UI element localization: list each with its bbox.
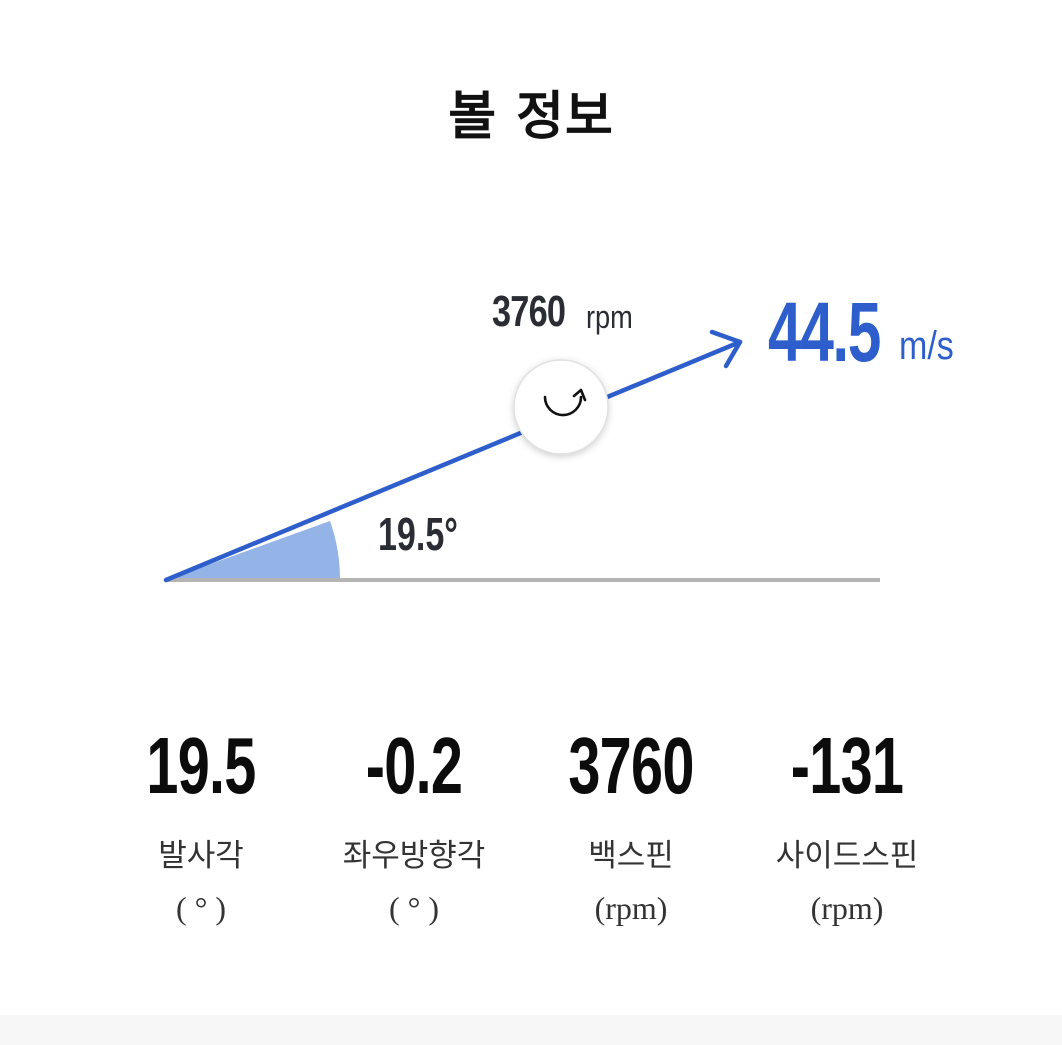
spin-readout: 3760 rpm xyxy=(492,287,633,337)
launch-angle-label: 19.5° xyxy=(378,508,458,560)
launch-angle-wedge xyxy=(166,521,341,580)
trajectory-arrowhead xyxy=(709,329,743,369)
stat-launch-angle: 19.5 발사각 ( ° ) xyxy=(101,718,301,928)
stat-value: 3760 xyxy=(568,721,694,810)
stat-unit: (rpm) xyxy=(810,890,884,926)
page-title: 볼 정보 xyxy=(448,87,614,147)
stat-label: 사이드스핀 xyxy=(775,838,919,874)
rotate-clockwise-icon xyxy=(543,388,587,417)
stat-value: -0.2 xyxy=(365,721,463,810)
spin-value: 3760 xyxy=(492,287,566,336)
stat-unit: (rpm) xyxy=(594,890,668,926)
stat-unit: ( ° ) xyxy=(388,890,440,926)
stat-unit: ( ° ) xyxy=(175,890,227,926)
stat-label: 백스핀 xyxy=(588,838,674,874)
spin-indicator xyxy=(513,359,609,455)
ball-speed-value: 44.5 xyxy=(768,285,881,379)
ball-speed-readout: 44.5 m/s xyxy=(768,284,954,381)
stat-label: 좌우방향각 xyxy=(342,838,486,874)
ball-speed-unit: m/s xyxy=(899,324,954,368)
bottom-strip xyxy=(0,1015,1062,1045)
launch-diagram xyxy=(163,329,880,583)
stat-horizontal-angle: -0.2 좌우방향각 ( ° ) xyxy=(314,718,514,928)
stat-label: 발사각 xyxy=(158,838,244,874)
stat-value: -131 xyxy=(790,721,904,810)
stat-value: 19.5 xyxy=(146,721,256,810)
stat-backspin: 3760 백스핀 (rpm) xyxy=(531,718,731,928)
stat-sidespin: -131 사이드스핀 (rpm) xyxy=(747,718,947,928)
spin-unit: rpm xyxy=(586,299,633,335)
trajectory-line xyxy=(163,339,743,583)
